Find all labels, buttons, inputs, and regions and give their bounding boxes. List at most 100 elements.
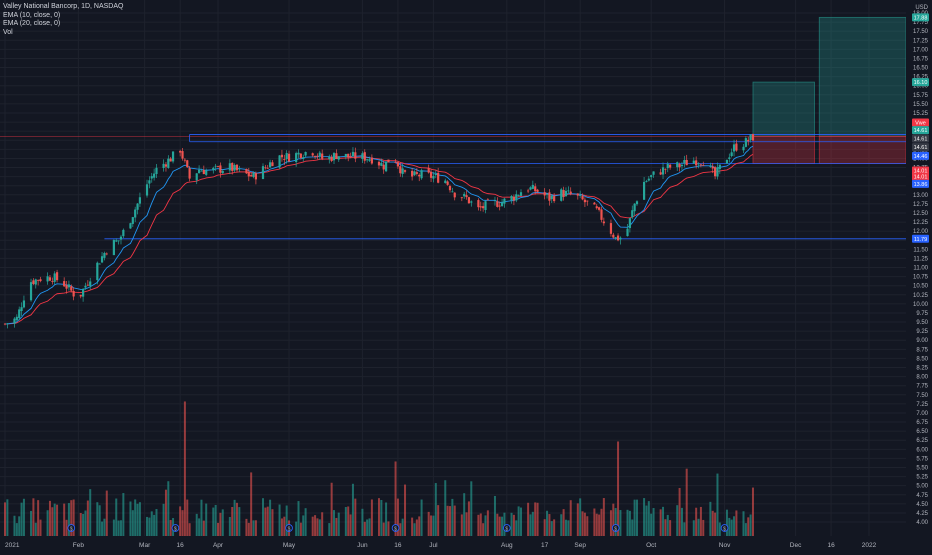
candle-body: [463, 193, 466, 197]
candle: [685, 154, 688, 166]
volume-bar: [37, 500, 40, 536]
price-tick-label: 4.00: [916, 520, 928, 526]
candle: [732, 139, 736, 157]
candle-body: [477, 200, 480, 208]
candle-body: [666, 163, 669, 169]
candle: [318, 150, 321, 160]
price-axis-badge: [912, 179, 929, 188]
candle: [602, 217, 605, 226]
volume-bar: [619, 510, 622, 536]
price-axis-badge: [912, 134, 929, 143]
candle-body: [311, 153, 314, 156]
candle-body: [195, 173, 198, 181]
volume-bar: [119, 520, 122, 536]
volume-bar: [337, 512, 340, 536]
candle-body: [448, 186, 452, 191]
volume-bar: [501, 516, 504, 536]
ema10-line: [4, 145, 754, 325]
earnings-marker-icon: [67, 524, 76, 532]
candle-body: [337, 156, 340, 160]
volume-bar: [89, 489, 92, 536]
candle: [460, 196, 463, 202]
candle: [155, 163, 158, 178]
volume-bar: [370, 499, 373, 536]
candle-body: [183, 159, 186, 161]
candle-body: [593, 202, 596, 205]
volume-bar: [553, 519, 556, 536]
candle: [553, 193, 556, 203]
candle-body: [614, 237, 617, 239]
time-tick-label: 2021: [5, 542, 20, 549]
candle: [403, 169, 407, 174]
candle: [347, 153, 350, 162]
candle-body: [579, 194, 582, 196]
price-tick-label: 5.00: [916, 484, 928, 490]
volume-bar: [117, 520, 120, 536]
volume-bar: [702, 519, 705, 536]
candle: [105, 252, 108, 256]
candle: [117, 240, 120, 245]
candle: [6, 322, 9, 329]
candle-body: [115, 240, 118, 242]
candle: [112, 239, 115, 256]
candle: [420, 168, 423, 180]
volume-bar: [39, 519, 42, 536]
candle-body: [202, 169, 205, 175]
volume-bar: [479, 513, 482, 536]
volume-bar: [609, 510, 612, 536]
candle-body: [650, 175, 653, 178]
volume-bar: [134, 499, 137, 536]
volume-bar: [413, 523, 416, 536]
candle-body: [34, 279, 37, 285]
volume-bar: [602, 498, 605, 536]
candle: [652, 171, 655, 178]
candle: [427, 164, 430, 174]
volume-bar: [751, 487, 754, 536]
price-tick-label: 11.25: [913, 256, 928, 262]
candle-body: [344, 153, 347, 157]
volume-bar: [136, 503, 139, 536]
candle-body: [612, 234, 615, 238]
volume-bar: [297, 501, 300, 536]
candle: [278, 154, 281, 170]
candle-body: [496, 201, 499, 207]
volume-bar: [333, 510, 336, 536]
volume-bar: [269, 499, 272, 536]
candle-body: [479, 206, 482, 208]
candle-body: [51, 280, 54, 282]
candle-body: [266, 167, 269, 169]
volume-bar: [396, 498, 399, 536]
time-tick-label: Apr: [213, 542, 224, 549]
candle-body: [328, 156, 331, 160]
candle: [361, 151, 364, 163]
time-tick-label: Dec: [790, 542, 802, 549]
earnings-marker-glyph: $: [394, 526, 397, 532]
candle-body: [285, 153, 288, 160]
volume-bar: [484, 515, 487, 536]
candle: [628, 217, 631, 233]
candle: [432, 171, 435, 183]
price-axis-badge-label: 16.10: [914, 80, 928, 86]
candle-body: [631, 210, 634, 218]
volume-bar: [238, 507, 241, 536]
candle: [271, 159, 274, 167]
volume-bar: [711, 510, 714, 536]
candle: [534, 183, 537, 195]
candle: [86, 280, 89, 287]
candle-body: [602, 221, 605, 224]
candle-body: [399, 166, 402, 174]
volume-bar: [520, 507, 523, 536]
volume-bar: [467, 501, 470, 536]
candle: [280, 149, 284, 162]
candle-body: [725, 159, 729, 164]
candle: [70, 284, 73, 293]
volume-bar: [205, 503, 208, 536]
candle-body: [332, 153, 336, 161]
candle-body: [396, 162, 400, 167]
candle-body: [20, 307, 23, 312]
candle-body: [363, 152, 366, 161]
volume-bar: [628, 510, 631, 536]
candle: [496, 197, 499, 208]
